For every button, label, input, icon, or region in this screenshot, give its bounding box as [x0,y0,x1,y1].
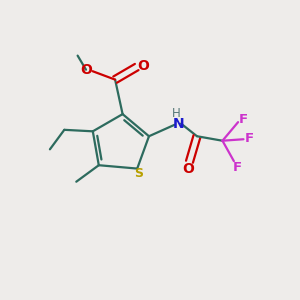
Text: H: H [172,107,181,120]
Text: O: O [182,162,194,176]
Text: O: O [80,63,92,77]
Text: F: F [239,112,248,126]
Text: F: F [232,160,242,174]
Text: S: S [134,167,143,181]
Text: O: O [137,58,149,73]
Text: F: F [245,132,254,145]
Text: N: N [172,117,184,130]
